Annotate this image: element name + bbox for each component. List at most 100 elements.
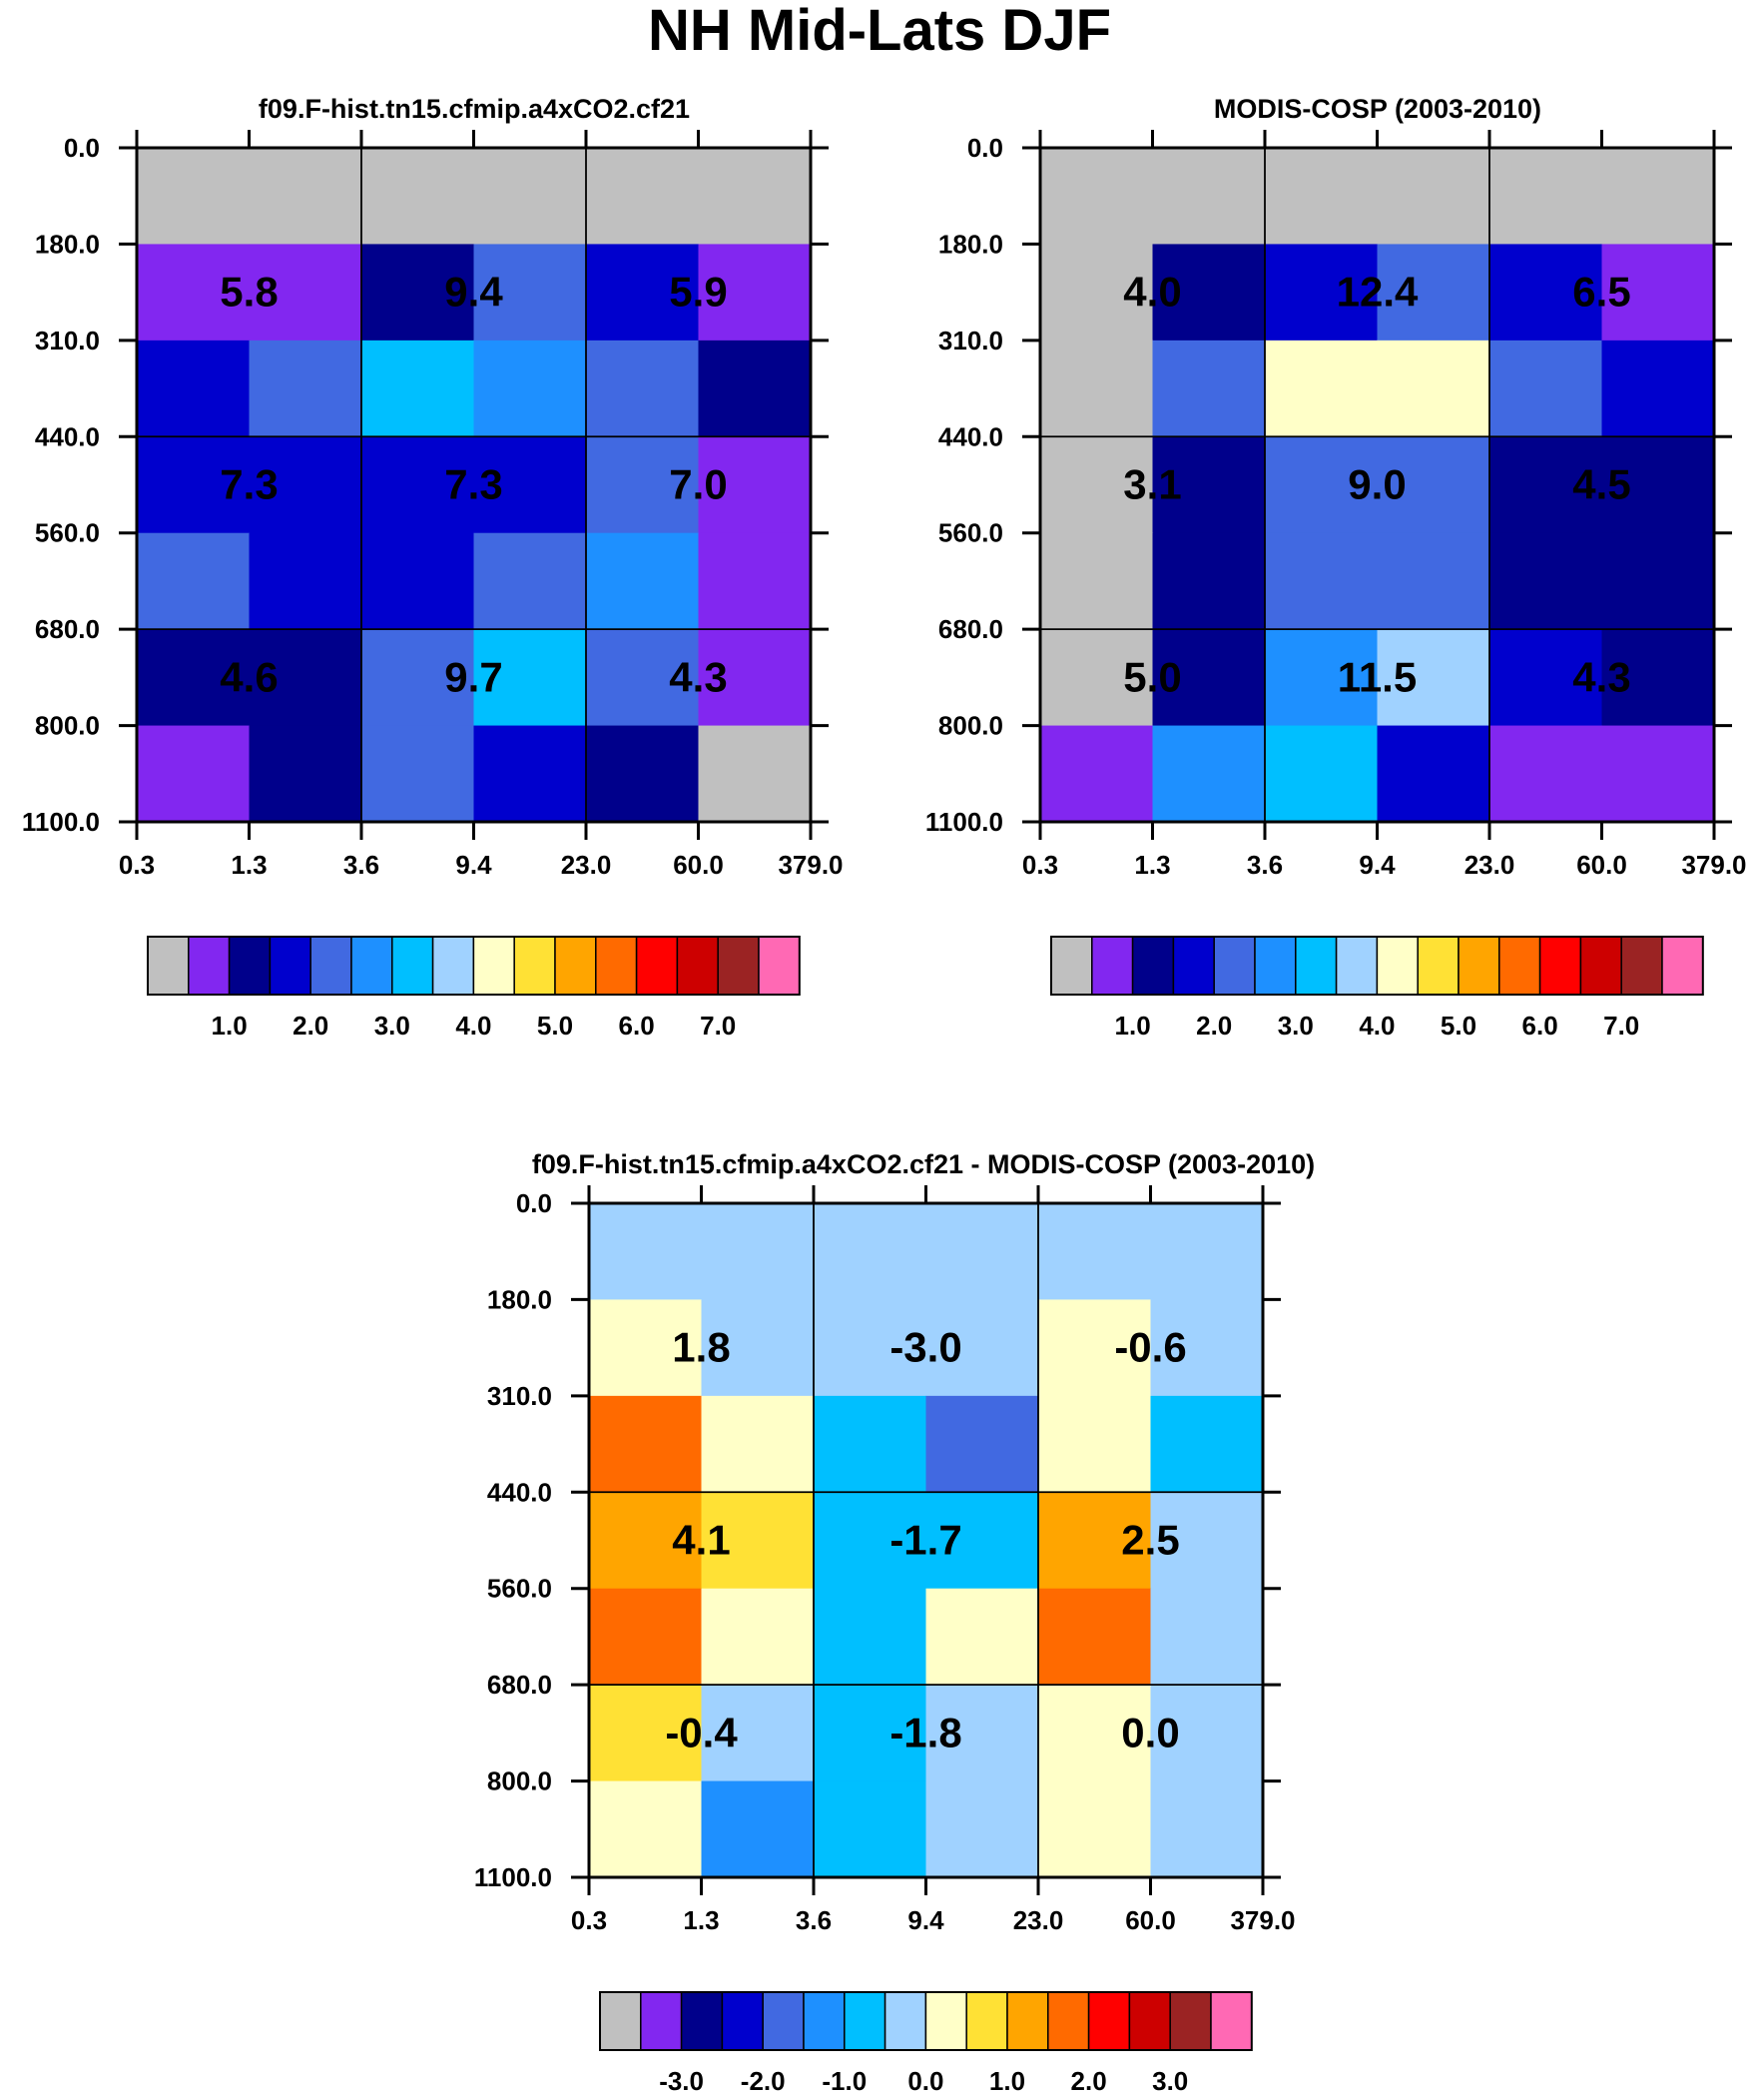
heatmap-cell <box>1601 340 1715 437</box>
cell-value-label: 0.0 <box>1121 1709 1179 1755</box>
cell-value-label: -3.0 <box>889 1324 961 1371</box>
heatmap-cell <box>586 629 700 727</box>
heatmap-cell <box>698 532 812 630</box>
heatmap-cell <box>1489 725 1603 823</box>
heatmap-cell <box>1152 532 1266 630</box>
colorbar-label: 2.0 <box>1071 2066 1107 2096</box>
heatmap-cell <box>698 725 812 823</box>
colorbar-box <box>309 936 352 996</box>
heatmap-cell <box>814 1203 927 1301</box>
panel-title: MODIS-COSP (2003-2010) <box>1214 94 1541 124</box>
cell-value-label: 7.0 <box>669 461 727 508</box>
heatmap-cell <box>1601 532 1715 630</box>
heatmap-cell <box>1377 148 1490 246</box>
colorbar-frame <box>599 1991 1253 2051</box>
colorbar-box <box>844 1991 886 2051</box>
panel-difference: f09.F-hist.tn15.cfmip.a4xCO2.cf21 - MODI… <box>474 1149 1315 2096</box>
heatmap-cell <box>814 1588 927 1686</box>
colorbar-box <box>803 1991 846 2051</box>
y-tick-label: 0.0 <box>967 133 1003 163</box>
heatmap-cell <box>361 725 475 823</box>
heatmap-cell <box>1489 340 1603 437</box>
heatmap-cell <box>137 532 251 630</box>
heatmap-cell <box>1265 148 1379 246</box>
heatmap-cell <box>249 629 362 727</box>
heatmap-cell <box>1601 436 1715 534</box>
heatmap-cell <box>586 244 700 342</box>
y-tick-label: 680.0 <box>487 1670 552 1700</box>
heatmap-cell <box>1038 1780 1152 1878</box>
x-tick-label: 60.0 <box>1125 1905 1176 1935</box>
colorbar-label: 5.0 <box>1441 1011 1476 1041</box>
colorbar-box <box>269 936 311 996</box>
y-tick-label: 560.0 <box>35 518 100 548</box>
x-tick-label: 23.0 <box>1013 1905 1064 1935</box>
heatmap-cell <box>249 148 362 246</box>
heatmap-cell <box>361 340 475 437</box>
cell-value-label: 6.5 <box>1572 269 1630 316</box>
colorbar-label: 1.0 <box>212 1011 248 1041</box>
y-tick-label: 440.0 <box>35 421 100 451</box>
colorbar-label: -2.0 <box>741 2066 786 2096</box>
heatmap-cell <box>1265 340 1379 437</box>
colorbar-box <box>147 936 190 996</box>
cell-value-label: 12.4 <box>1337 269 1419 316</box>
heatmap-cell <box>1265 436 1379 534</box>
colorbar-box <box>762 1991 805 2051</box>
heatmap-cell <box>473 436 587 534</box>
colorbar-box <box>1131 936 1175 996</box>
heatmap-cell <box>698 340 812 437</box>
colorbar-box <box>1169 1991 1212 2051</box>
heatmap-cell <box>1150 1203 1264 1301</box>
colorbar-label: 5.0 <box>537 1011 573 1041</box>
cell-value-label: -0.4 <box>665 1709 738 1755</box>
x-tick-label: 60.0 <box>1576 850 1627 880</box>
heatmap-cell <box>589 1685 703 1782</box>
cell-value-label: 9.0 <box>1348 461 1406 508</box>
heatmap-cell <box>1150 1685 1264 1782</box>
heatmap-cell <box>1152 148 1266 246</box>
heatmap-cell <box>1265 725 1379 823</box>
heatmap-cell <box>1377 340 1490 437</box>
colorbar-label: 7.0 <box>1603 1011 1639 1041</box>
heatmap-cell <box>1152 340 1266 437</box>
heatmap-cell <box>1152 244 1266 342</box>
colorbar-box <box>1458 936 1500 996</box>
cell-value-label: 9.7 <box>444 653 502 700</box>
heatmap-cell <box>137 340 251 437</box>
heatmap-cell <box>1040 244 1154 342</box>
y-tick-label: 1100.0 <box>474 1862 552 1892</box>
colorbar-label: 7.0 <box>700 1011 736 1041</box>
x-tick-label: 0.3 <box>119 850 155 880</box>
colorbar-box <box>554 936 597 996</box>
colorbar-box <box>1620 936 1663 996</box>
heatmap-cell <box>701 1588 815 1686</box>
colorbar-box <box>676 936 719 996</box>
heatmap-cell <box>361 244 475 342</box>
colorbar-box <box>640 1991 683 2051</box>
x-tick-label: 0.3 <box>571 1905 607 1935</box>
cell-value-label: 3.1 <box>1123 461 1181 508</box>
panel-title: f09.F-hist.tn15.cfmip.a4xCO2.cf21 <box>259 94 690 124</box>
heatmap-cell <box>589 1588 703 1686</box>
heatmap-cell <box>1038 1299 1152 1397</box>
heatmap-cell <box>361 629 475 727</box>
heatmap-cell <box>137 148 251 246</box>
cell-value-label: 7.3 <box>444 461 502 508</box>
colorbar-box <box>1579 936 1622 996</box>
colorbar-box <box>472 936 515 996</box>
panel-model: f09.F-hist.tn15.cfmip.a4xCO2.cf21 0.0 180.… <box>22 94 844 1041</box>
colorbar-label: 0.0 <box>907 2066 943 2096</box>
colorbar-box <box>1087 1991 1131 2051</box>
heatmap-cell <box>1377 532 1490 630</box>
x-tick-label: 0.3 <box>1022 850 1058 880</box>
colorbar-box <box>1335 936 1379 996</box>
x-tick-label: 1.3 <box>683 1905 719 1935</box>
heatmap-cell <box>925 1780 1039 1878</box>
x-tick-label: 23.0 <box>1465 850 1515 880</box>
colorbar-box <box>717 936 760 996</box>
x-tick-label: 9.4 <box>1359 850 1396 880</box>
colorbar-box <box>228 936 272 996</box>
heatmap-cell <box>249 244 362 342</box>
colorbar-box <box>1172 936 1215 996</box>
